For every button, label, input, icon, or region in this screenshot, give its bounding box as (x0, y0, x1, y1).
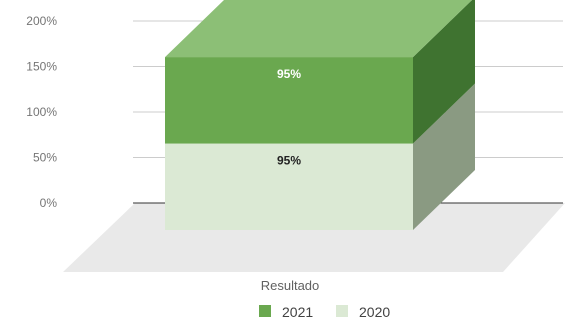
data-label-2021: 95% (277, 67, 301, 81)
category-label: Resultado (261, 278, 320, 293)
bar-stack: 95% 95% (165, 0, 475, 230)
y-tick-label: 150% (26, 60, 57, 74)
y-tick-label: 0% (40, 196, 58, 210)
y-tick-label: 200% (26, 14, 57, 28)
bar-top-2021 (165, 0, 473, 58)
legend-swatch-2021 (259, 305, 271, 317)
legend-label-2020: 2020 (359, 304, 390, 320)
y-axis-tick-labels: 0% 50% 100% 150% 200% (26, 14, 57, 210)
legend: 2021 2020 (259, 304, 390, 320)
legend-label-2021: 2021 (282, 304, 313, 320)
legend-swatch-2020 (336, 305, 348, 317)
bar-front-2021 (165, 57, 413, 144)
bar-side-2021 (413, 0, 475, 144)
bar-side-2020 (413, 83, 475, 230)
data-label-2020: 95% (277, 154, 301, 168)
y-tick-label: 100% (26, 105, 57, 119)
bar-front-2020 (165, 143, 413, 230)
y-tick-label: 50% (33, 151, 57, 165)
